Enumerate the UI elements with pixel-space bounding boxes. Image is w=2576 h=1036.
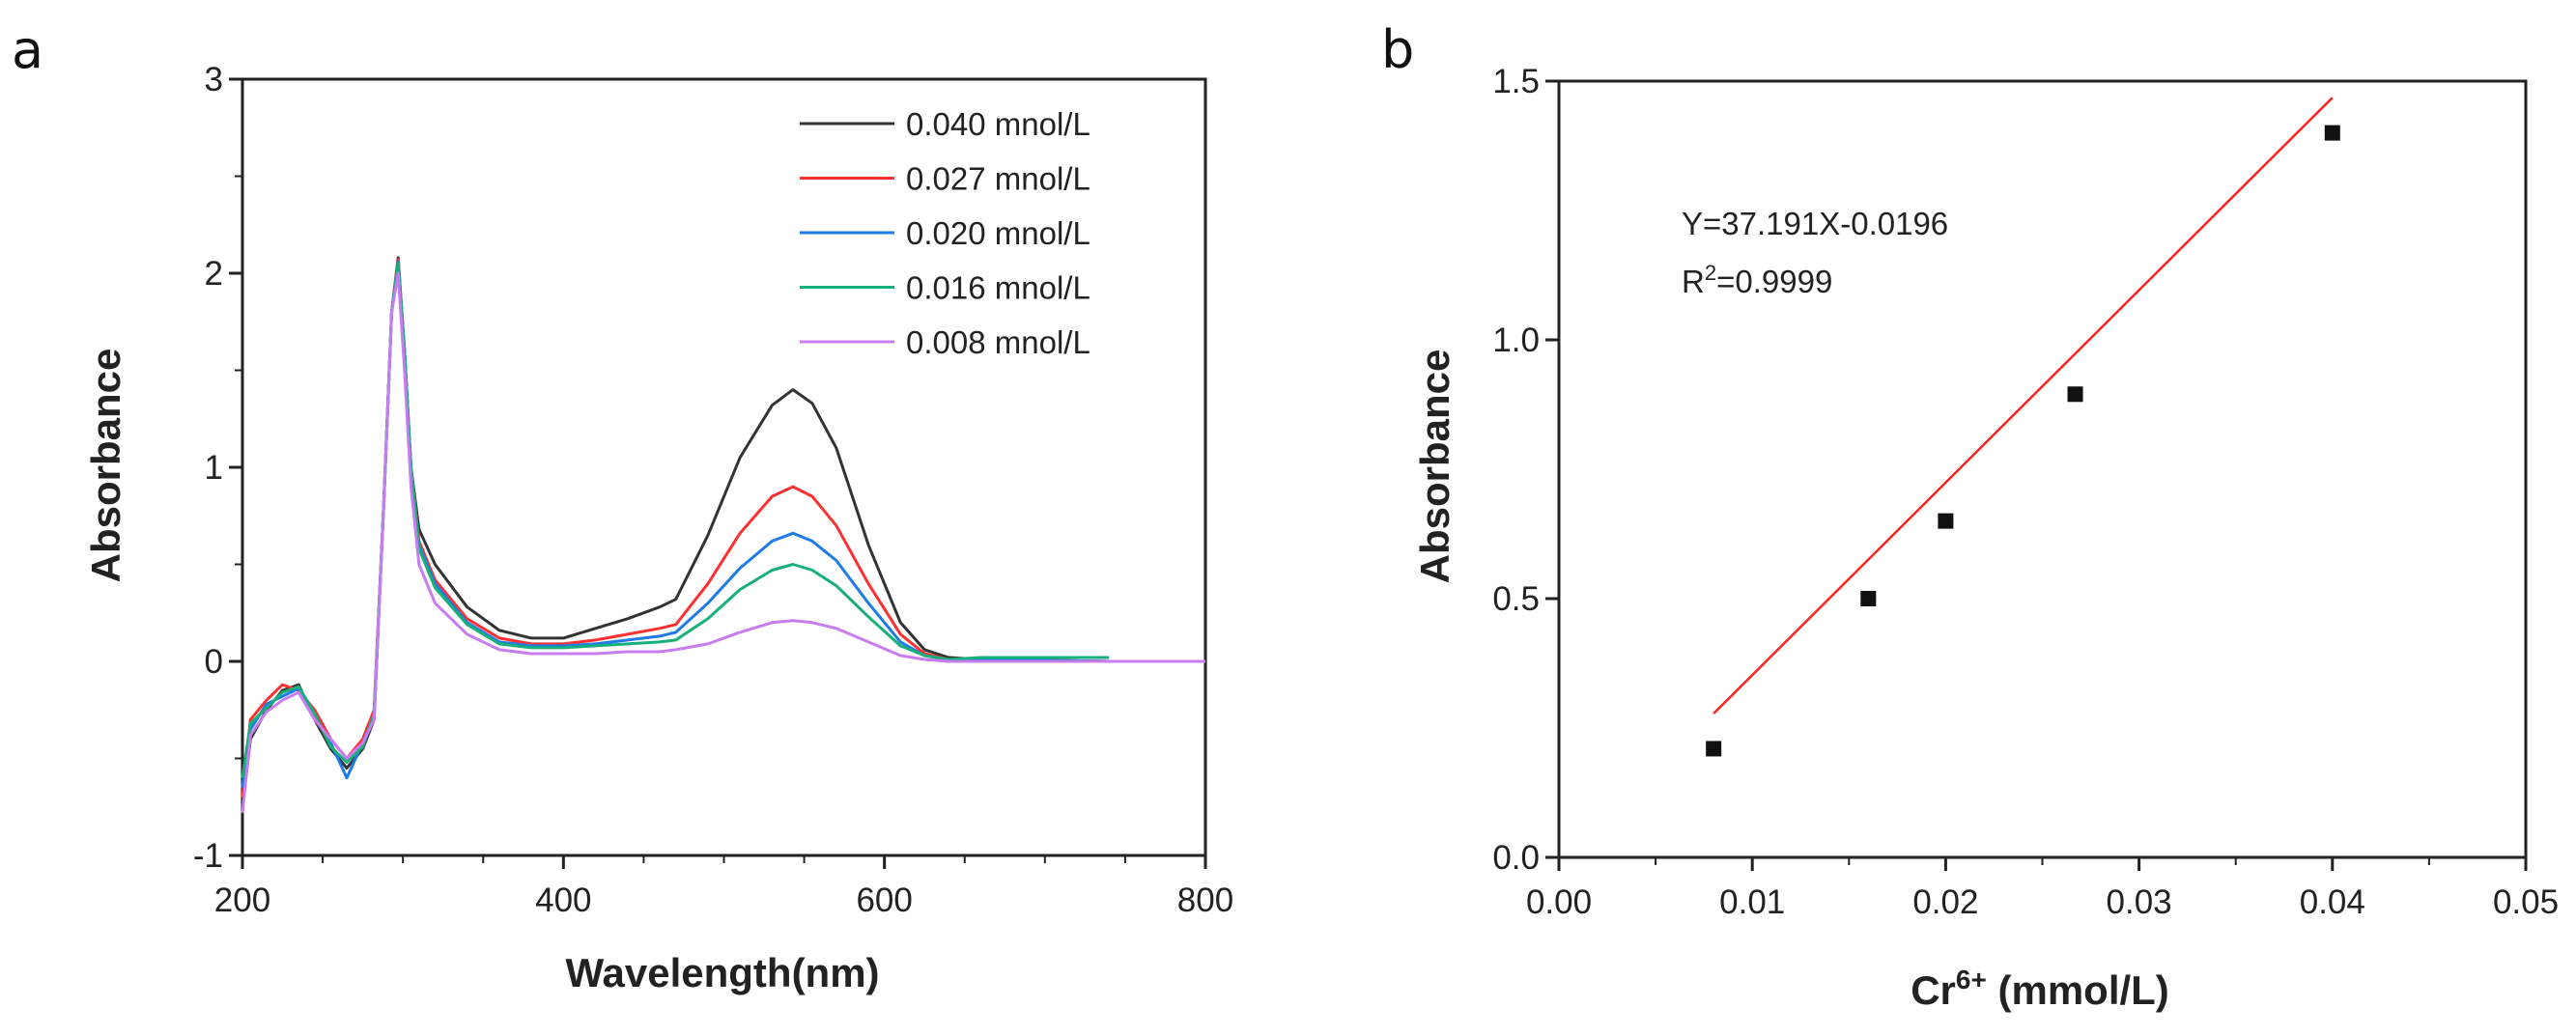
data-point (1938, 513, 1954, 529)
panel-a-x-tick-label: 600 (856, 882, 912, 919)
panel-b-plot-frame (1557, 79, 2528, 859)
legend-label-1: 0.027 mnol/L (906, 161, 1090, 197)
panel-b-x-tick-label: 0.04 (2300, 883, 2365, 921)
panel-b-x-tick-label: 0.05 (2493, 883, 2559, 921)
fit-line (1713, 97, 2334, 714)
panel-a-x-axis-title: Wavelength(nm) (565, 950, 879, 995)
panel-b-x-tick-label: 0.03 (2107, 883, 2172, 921)
r2-sup: 2 (1705, 261, 1716, 285)
fit-equation: Y=37.191X-0.0196 (1682, 206, 1948, 241)
panel-b-y-tick-label: 1.5 (1492, 63, 1540, 100)
x-title-main: Cr (1911, 967, 1956, 1013)
r2-rest: =0.9999 (1716, 264, 1832, 299)
panel-a-y-tick-label: -1 (193, 837, 223, 875)
x-title-sup: 6+ (1956, 965, 1987, 994)
panel-b-x-axis-title: Cr6+ (mmol/L) (1911, 965, 2169, 1013)
data-point (2324, 125, 2340, 141)
legend-label-4: 0.008 mnol/L (906, 324, 1090, 360)
panel-b-x-tick-label: 0.00 (1526, 883, 1592, 921)
r2-main: R (1682, 264, 1705, 299)
panel-a-y-tick-label: 0 (205, 643, 223, 681)
panel-a-y-tick-label: 3 (205, 61, 223, 98)
panel-b-x-tick-label: 0.02 (1912, 883, 1978, 921)
legend-label-2: 0.020 mnol/L (906, 215, 1090, 251)
panel-b-y-tick-label: 1.0 (1492, 322, 1540, 359)
panel-a-y-tick-label: 1 (205, 449, 223, 487)
data-point (1860, 591, 1877, 606)
panel-label-a: a (12, 19, 43, 80)
panel-a-x-tick-label: 200 (214, 882, 270, 919)
x-title-rest: (mmol/L) (1987, 967, 2169, 1013)
panel-a-x-tick-label: 400 (535, 882, 591, 919)
panel-a-y-axis-title: Absorbance (83, 349, 128, 583)
data-point (2067, 386, 2083, 403)
panel-a-x-tick-label: 800 (1177, 882, 1233, 919)
legend-label-0: 0.040 mnol/L (906, 106, 1090, 142)
panel-b-x-tick-label: 0.01 (1719, 883, 1785, 921)
legend-label-3: 0.016 mnol/L (906, 270, 1090, 306)
panel-a-y-tick-label: 2 (205, 255, 223, 293)
spectrum-line-3 (241, 262, 1110, 778)
panel-b-calibration-chart: 0.00 0.01 0.02 0.03 0.04 0.05 0.0 0.5 1.0 1.5 (1492, 63, 2559, 921)
panel-b-y-tick-label: 0.5 (1492, 580, 1540, 618)
panel-b-y-tick-label: 0.0 (1492, 839, 1540, 877)
data-point (1706, 741, 1722, 757)
r-squared: R2=0.9999 (1682, 261, 1832, 299)
panel-b-y-axis-title: Absorbance (1412, 350, 1458, 584)
spectrum-line-4 (241, 271, 1205, 813)
panel-label-b: b (1381, 19, 1414, 80)
panel-a-spectra-chart: 200 400 600 800 -1 0 1 2 3 0.040 mnol/L 0.027 mnol… (193, 61, 1233, 919)
